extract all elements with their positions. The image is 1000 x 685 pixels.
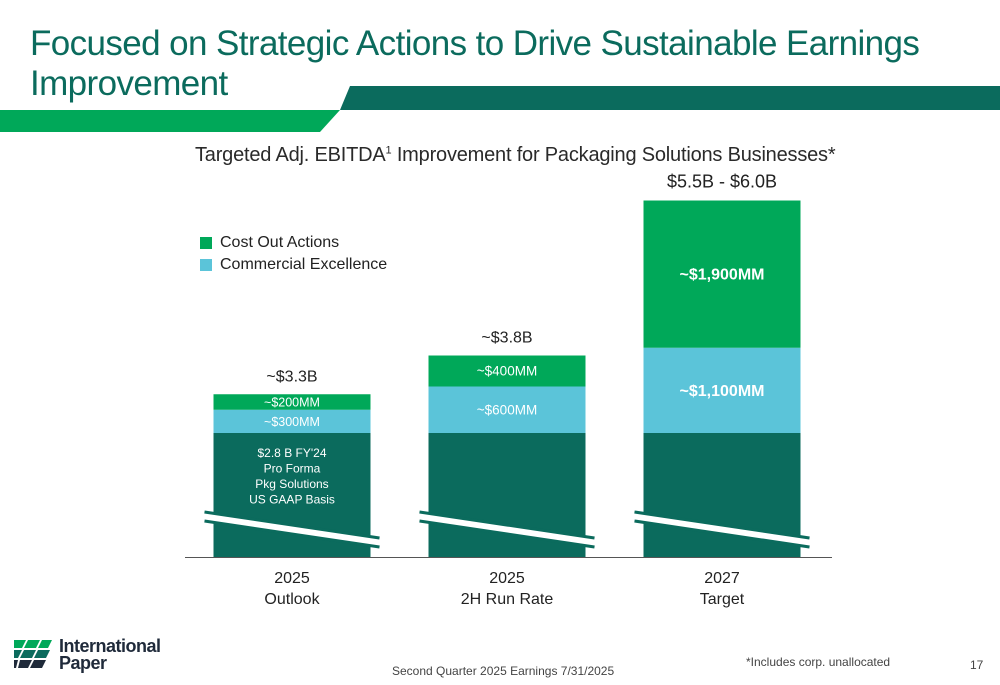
- logo-line-1: International: [59, 636, 161, 656]
- page-number: 17: [970, 658, 984, 672]
- subtitle-superscript: 1: [385, 144, 392, 157]
- page-title: Focused on Strategic Actions to Drive Su…: [30, 24, 920, 103]
- banner-dark-band: [340, 86, 1000, 110]
- category-label-2-line-0: 2027: [704, 570, 740, 587]
- data-label-commercial-1: ~$600MM: [477, 402, 537, 417]
- legend-label-cost-out: Cost Out Actions: [220, 234, 340, 251]
- axis-break-line-top-2: [634, 510, 810, 540]
- total-label-2: $5.5B - $6.0B: [667, 172, 777, 192]
- base-annotation-line-2: Pkg Solutions: [255, 477, 328, 491]
- legend-label-commercial: Commercial Excellence: [220, 256, 388, 273]
- axis-break-gap-0: [204, 512, 380, 547]
- bar-cost-out-1: [428, 355, 586, 387]
- chart-legend: Cost Out Actions Commercial Excellence: [200, 232, 387, 276]
- data-label-cost-out-2: ~$1,900MM: [680, 267, 765, 284]
- bar-commercial-1: [428, 386, 586, 433]
- data-label-commercial-0: ~$300MM: [264, 415, 320, 429]
- footnote: *Includes corp. unallocated: [746, 655, 891, 669]
- category-label-1-line-1: 2H Run Rate: [461, 591, 554, 608]
- logo-wordmark: International Paper: [59, 636, 161, 673]
- bar-cost-out-0: [213, 394, 371, 410]
- axis-break-gap-1: [419, 512, 595, 547]
- header-banner: [0, 86, 1000, 132]
- bar-commercial-2: [643, 347, 801, 433]
- chart-subtitle: Targeted Adj. EBITDA1 Improvement for Pa…: [195, 144, 836, 167]
- logo-line-2: Paper: [59, 653, 107, 673]
- base-annotation-line-0: $2.8 B FY'24: [258, 446, 327, 460]
- axis-break-line-bottom-2: [634, 519, 810, 549]
- axis-break-line-bottom-0: [204, 519, 380, 549]
- data-label-cost-out-0: ~$200MM: [264, 395, 320, 409]
- bar-cost-out-2: [643, 200, 801, 348]
- company-logo: International Paper: [12, 636, 161, 673]
- category-label-0-line-0: 2025: [274, 570, 310, 587]
- footer-event-date: Second Quarter 2025 Earnings 7/31/2025: [392, 664, 615, 678]
- data-label-commercial-2: ~$1,100MM: [680, 383, 765, 400]
- axis-break-gap-2: [634, 512, 810, 547]
- category-label-1-line-0: 2025: [489, 570, 525, 587]
- legend-swatch-commercial: [200, 259, 212, 271]
- axis-break-line-top-1: [419, 510, 595, 540]
- base-annotation-line-3: US GAAP Basis: [249, 493, 335, 507]
- category-label-2-line-1: Target: [700, 591, 745, 608]
- legend-item-cost-out: Cost Out Actions: [200, 232, 387, 254]
- subtitle-suffix: Improvement for Packaging Solutions Busi…: [391, 144, 836, 166]
- subtitle-text: Targeted Adj. EBITDA: [195, 144, 386, 166]
- data-label-cost-out-1: ~$400MM: [477, 364, 537, 379]
- category-label-0-line-1: Outlook: [264, 591, 320, 608]
- axis-break-line-top-0: [204, 510, 380, 540]
- total-label-0: ~$3.3B: [266, 368, 317, 385]
- bar-commercial-0: [213, 409, 371, 433]
- base-annotation-line-1: Pro Forma: [264, 462, 321, 476]
- legend-swatch-cost-out: [200, 237, 212, 249]
- legend-item-commercial: Commercial Excellence: [200, 254, 387, 276]
- banner-light-band: [0, 110, 340, 132]
- axis-break-line-bottom-1: [419, 519, 595, 549]
- logo-mark-icon: [14, 640, 52, 668]
- total-label-1: ~$3.8B: [481, 330, 532, 347]
